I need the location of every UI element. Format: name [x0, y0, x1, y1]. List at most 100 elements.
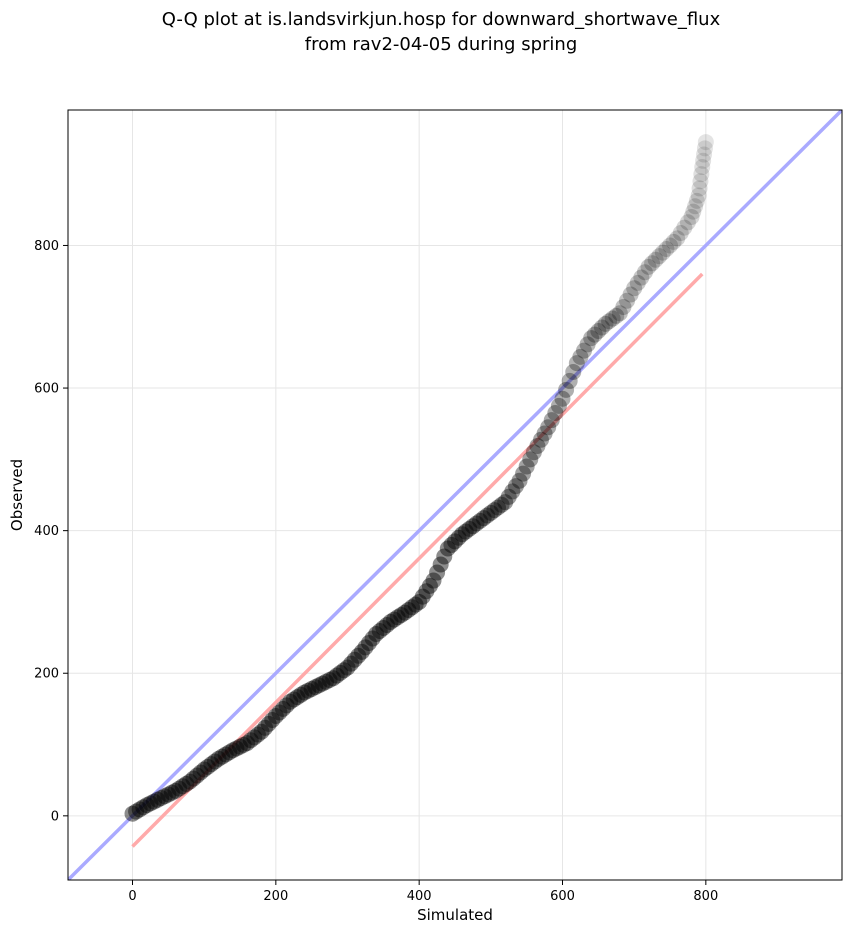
quantile-point: [328, 667, 345, 684]
quantile-point: [450, 529, 467, 546]
quantile-point: [432, 556, 449, 573]
quantile-point: [149, 791, 166, 808]
quantile-point: [206, 753, 223, 770]
quantile-point: [525, 444, 542, 461]
quantile-point: [178, 775, 195, 792]
quantile-point: [353, 643, 370, 660]
quantile-point: [507, 478, 524, 495]
quantile-point: [124, 805, 141, 822]
quantile-point: [350, 647, 367, 664]
quantile-point: [156, 788, 173, 805]
x-tick-label: 400: [407, 889, 432, 904]
quantile-point: [346, 651, 363, 668]
x-tick-label: 200: [263, 889, 288, 904]
quantile-point: [185, 770, 202, 787]
quantile-point: [282, 693, 299, 710]
y-tick-label: 800: [34, 239, 59, 254]
quantile-point: [500, 488, 517, 505]
quantile-point: [443, 536, 460, 553]
quantile-point: [278, 697, 295, 714]
x-tick-label: 0: [128, 889, 136, 904]
quantile-point: [189, 767, 205, 784]
quantile-point: [174, 778, 191, 795]
quantile-point: [497, 494, 514, 511]
grid: [68, 110, 842, 880]
quantile-point: [554, 390, 571, 407]
quantile-point: [325, 670, 342, 687]
quantile-point: [694, 159, 711, 176]
quantile-point: [396, 604, 413, 621]
quantile-point: [210, 750, 227, 767]
quantile-point: [658, 241, 675, 258]
quantile-point: [690, 187, 707, 204]
quantile-point: [414, 588, 431, 605]
quantile-point: [688, 192, 705, 209]
quantile-point: [307, 679, 324, 696]
quantile-point: [192, 764, 209, 781]
quantile-point: [601, 313, 618, 330]
quantile-point: [407, 596, 424, 613]
quantile-point: [486, 502, 503, 519]
quantile-point: [292, 686, 309, 703]
quantile-point: [400, 601, 417, 618]
quantile-point: [479, 507, 496, 524]
quantile-point: [662, 237, 678, 254]
quantile-point: [590, 323, 607, 340]
quantile-point: [565, 364, 582, 381]
quantile-point: [314, 675, 331, 692]
quantile-point: [597, 315, 614, 332]
quantile-point: [393, 606, 410, 623]
quantile-point: [468, 515, 485, 532]
quantile-point: [371, 622, 388, 639]
quantile-point: [389, 609, 406, 626]
quantile-point: [622, 286, 639, 303]
quantile-point: [683, 208, 700, 225]
reference-line: [68, 110, 842, 880]
y-axis-label: Observed: [8, 459, 26, 531]
quantile-point: [249, 726, 266, 743]
quantile-point: [636, 264, 653, 281]
quantile-point: [271, 704, 288, 721]
quantile-point: [457, 523, 474, 540]
quantile-point: [669, 230, 686, 247]
quantile-point: [267, 708, 284, 725]
quantile-point: [608, 307, 625, 324]
quantile-point: [619, 292, 635, 309]
quantile-point: [647, 251, 664, 268]
quantile-point: [138, 797, 155, 814]
quantile-point: [332, 664, 349, 681]
quantile-point: [239, 735, 256, 752]
quantile-point: [464, 518, 481, 535]
quantile-point: [368, 626, 385, 643]
quantile-point: [289, 689, 306, 706]
quantile-point: [429, 564, 446, 581]
quantile-point: [651, 248, 668, 265]
quantile-point: [264, 711, 281, 728]
quantile-point: [692, 173, 709, 190]
quantile-point: [128, 803, 145, 820]
quantile-point: [454, 526, 471, 543]
quantile-point: [343, 655, 360, 672]
y-tick-label: 400: [34, 524, 59, 539]
quantile-point: [260, 715, 277, 732]
quantile-point: [232, 738, 248, 755]
quantile-point: [203, 756, 220, 773]
quantile-point: [593, 319, 610, 336]
quantile-point: [224, 742, 241, 759]
quantile-point: [335, 662, 352, 679]
quantile-point: [522, 451, 539, 468]
quantile-point: [375, 619, 392, 636]
x-ticks: 0 200 400 600 800: [128, 880, 718, 904]
quantile-point: [529, 437, 546, 454]
quantile-point: [586, 326, 603, 343]
quantile-point: [676, 219, 693, 236]
quantile-point: [142, 795, 159, 812]
quantile-point: [310, 677, 327, 694]
quantile-point: [685, 203, 702, 220]
reference-line-group: [68, 110, 842, 880]
quantile-point: [181, 773, 198, 790]
quantile-point: [285, 691, 302, 708]
chart-title-line-1: Q-Q plot at is.landsvirkjun.hosp for dow…: [162, 9, 721, 30]
quantile-point: [461, 520, 478, 537]
